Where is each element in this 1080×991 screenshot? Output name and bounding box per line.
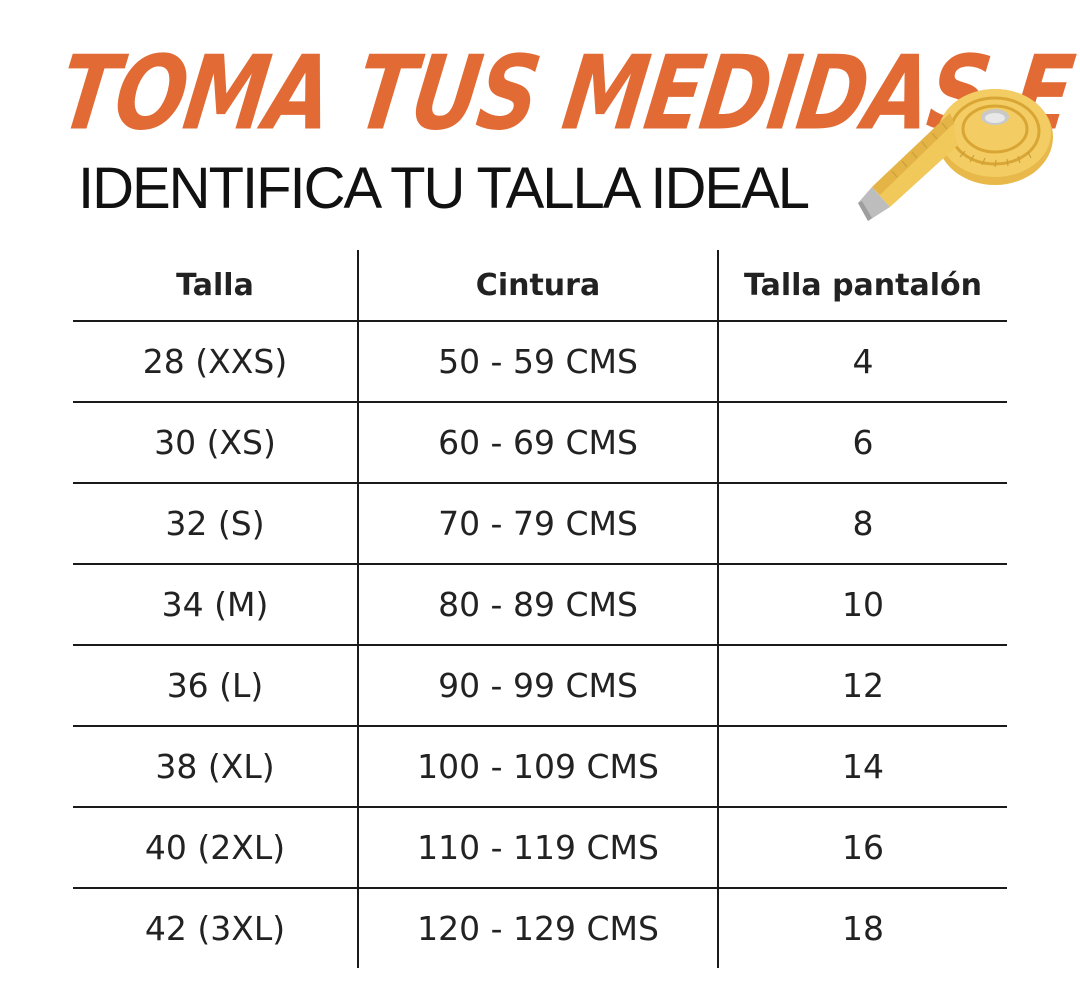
cell-cintura: 70 - 79 CMS (358, 483, 719, 565)
header-cintura: Cintura (358, 250, 719, 322)
table-row: 30 (XS) 60 - 69 CMS 6 (73, 402, 1007, 484)
table-row: 34 (M) 80 - 89 CMS 10 (73, 564, 1007, 646)
cell-cintura: 90 - 99 CMS (358, 645, 719, 727)
cell-talla-pantalon: 12 (718, 645, 1007, 727)
cell-talla: 36 (L) (73, 645, 359, 727)
measuring-tape-icon (858, 89, 1053, 221)
cell-cintura: 110 - 119 CMS (358, 807, 719, 889)
cell-talla: 30 (XS) (73, 402, 359, 484)
header-talla-pantalon: Talla pantalón (718, 250, 1007, 322)
table-header-row: Talla Cintura Talla pantalón (73, 250, 1007, 322)
table-row: 32 (S) 70 - 79 CMS 8 (73, 483, 1007, 565)
cell-cintura: 120 - 129 CMS (358, 888, 719, 968)
cell-talla: 32 (S) (73, 483, 359, 565)
cell-talla-pantalon: 4 (718, 321, 1007, 403)
cell-talla: 34 (M) (73, 564, 359, 646)
cell-talla-pantalon: 10 (718, 564, 1007, 646)
cell-talla: 38 (XL) (73, 726, 359, 808)
header-talla: Talla (73, 250, 359, 322)
table-row: 36 (L) 90 - 99 CMS 12 (73, 645, 1007, 727)
table-row: 28 (XXS) 50 - 59 CMS 4 (73, 321, 1007, 403)
cell-talla-pantalon: 8 (718, 483, 1007, 565)
table-row: 40 (2XL) 110 - 119 CMS 16 (73, 807, 1007, 889)
table-row: 38 (XL) 100 - 109 CMS 14 (73, 726, 1007, 808)
table-row: 42 (3XL) 120 - 129 CMS 18 (73, 888, 1007, 968)
cell-cintura: 60 - 69 CMS (358, 402, 719, 484)
cell-talla-pantalon: 18 (842, 909, 884, 948)
cell-talla: 40 (2XL) (73, 807, 359, 889)
size-table: Talla Cintura Talla pantalón 28 (XXS) 50… (73, 250, 1007, 968)
cell-cintura: 50 - 59 CMS (358, 321, 719, 403)
cell-talla: 42 (3XL) (73, 888, 359, 968)
cell-talla-pantalon: 14 (718, 726, 1007, 808)
page-subtitle: IDENTIFICA TU TALLA IDEAL (78, 156, 810, 221)
cell-talla-pantalon: 16 (718, 807, 1007, 889)
cell-talla-pantalon: 6 (718, 402, 1007, 484)
cell-cintura: 100 - 109 CMS (358, 726, 719, 808)
cell-cintura: 80 - 89 CMS (358, 564, 719, 646)
cell-talla: 28 (XXS) (73, 321, 359, 403)
